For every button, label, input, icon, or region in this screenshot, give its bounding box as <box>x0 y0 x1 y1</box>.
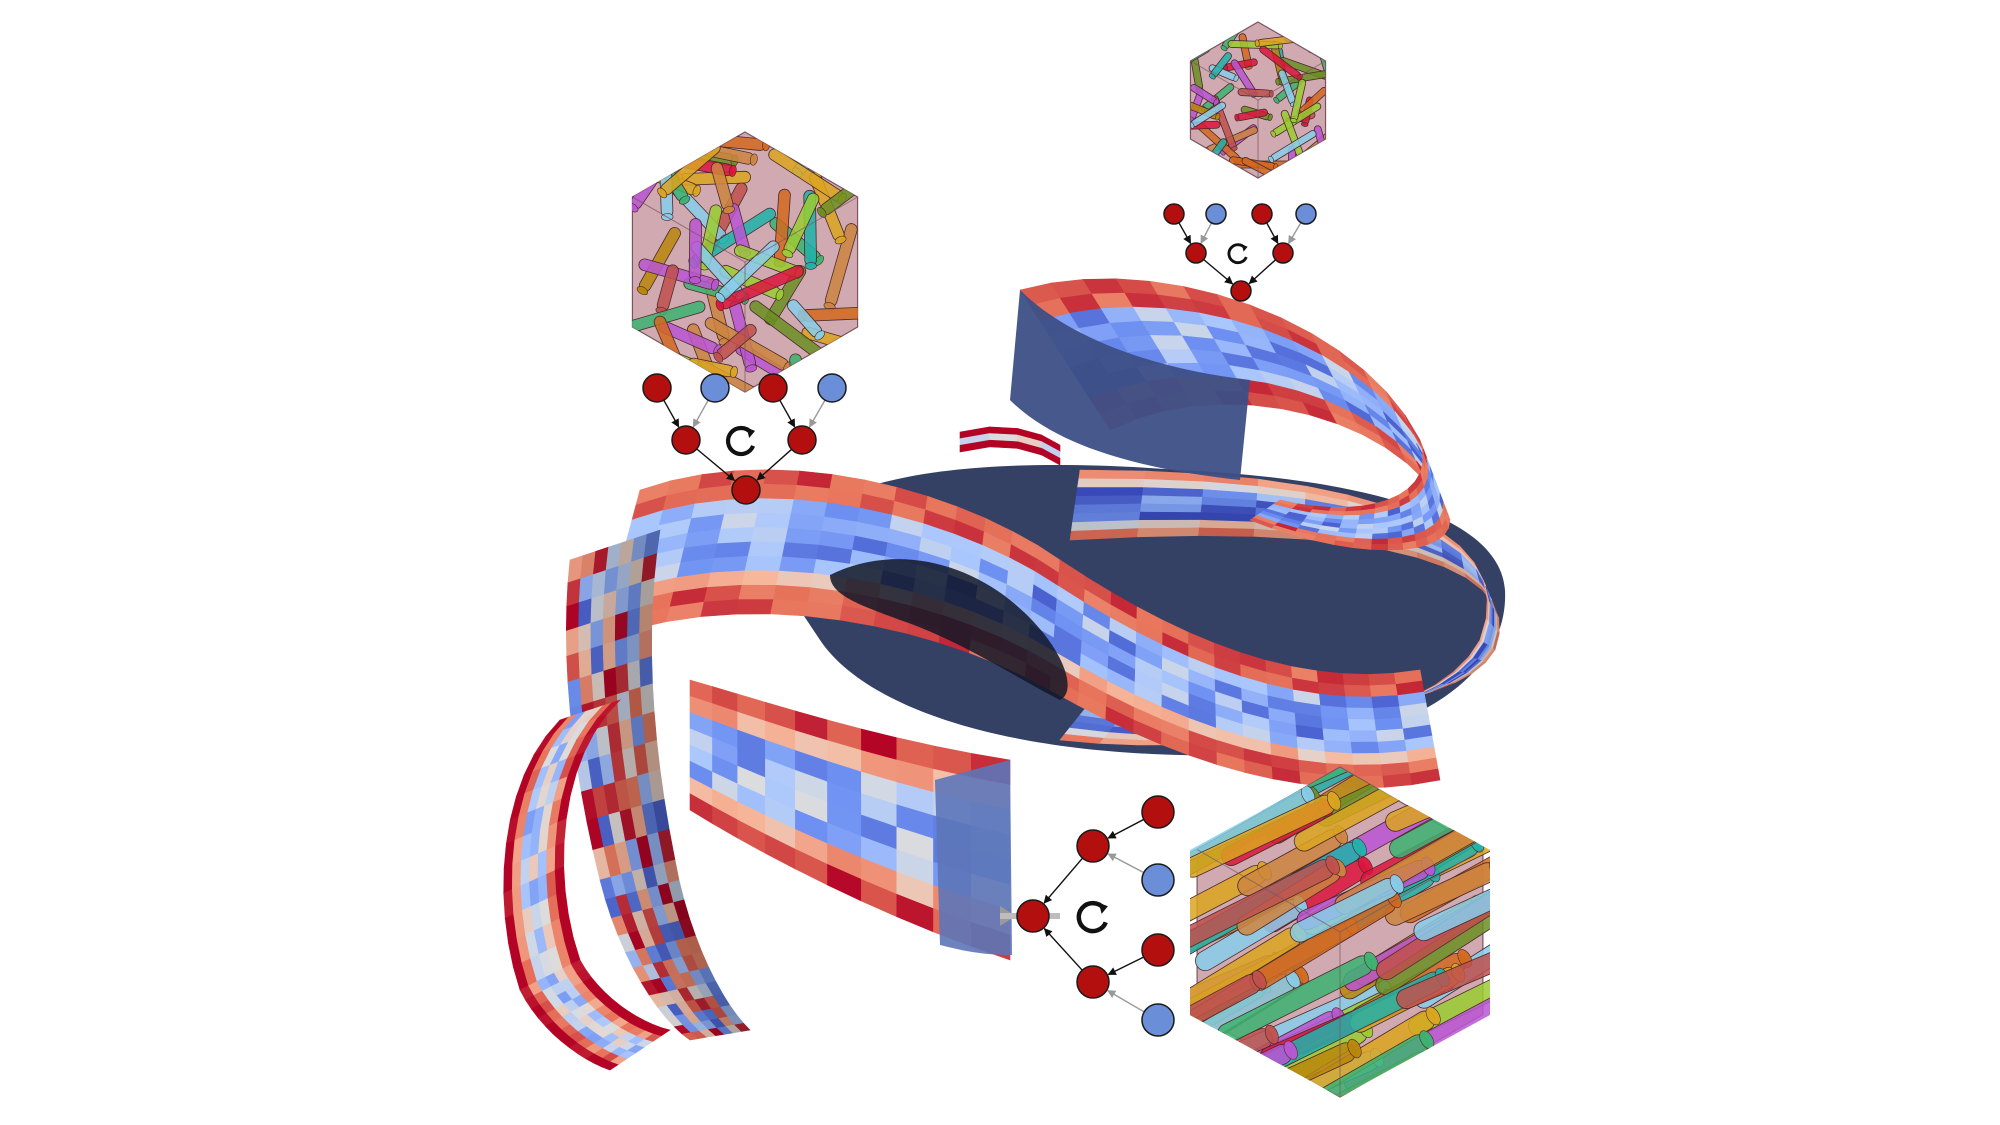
fiber-cylinder <box>1234 108 1268 122</box>
fiber-cylinder <box>787 299 825 341</box>
graph-edge <box>1107 853 1145 874</box>
graph-node-icon <box>817 373 847 403</box>
fiber-cylinder <box>1191 101 1227 129</box>
graph-edge <box>1287 222 1302 245</box>
graph-node-icon <box>1272 242 1294 264</box>
graph-edge <box>1107 818 1145 839</box>
graph-edge <box>696 448 736 481</box>
graph-network-top-right <box>1163 203 1317 302</box>
fiber-cylinder <box>1384 858 1490 926</box>
upper-arm-wall <box>1010 290 1250 480</box>
tongue <box>959 426 1061 466</box>
graph-node-icon <box>642 373 672 403</box>
graph-edge <box>1106 989 1145 1013</box>
graph-node-icon <box>787 425 817 455</box>
fiber-cylinder <box>688 218 702 284</box>
fiber-cylinder <box>823 223 858 311</box>
left-wall <box>565 529 751 1041</box>
fiber-cylinder <box>1268 130 1317 163</box>
graph-network-bottom-right <box>1000 795 1175 1037</box>
fiber-cylinder <box>1396 945 1490 1010</box>
graph-node-icon <box>1163 203 1185 225</box>
fiber-cylinder <box>1190 855 1340 966</box>
fiber-cylinder <box>1190 970 1267 1046</box>
graph-edge <box>1043 857 1084 904</box>
fiber-cylinder <box>1237 88 1274 98</box>
graph-edge <box>1178 222 1192 245</box>
fiber-cylinder <box>713 323 757 363</box>
left-tail <box>503 699 671 1071</box>
graph-node-icon <box>1141 933 1175 967</box>
fiber-cylinder <box>1413 871 1490 942</box>
graph-edge <box>1200 222 1213 244</box>
graph-node-icon <box>1141 1003 1175 1037</box>
fiber-cylinder <box>632 374 687 392</box>
graph-node-icon <box>731 475 761 505</box>
fiber-cylinder <box>1302 153 1325 178</box>
graph-node-icon <box>671 425 701 455</box>
fiber-cylinder <box>636 227 681 296</box>
graph-edge <box>692 399 709 428</box>
graph-node-icon <box>1295 203 1317 225</box>
graph-edge <box>1107 956 1144 976</box>
fiber-cylinder <box>1289 78 1307 123</box>
graph-edge <box>756 448 793 481</box>
front-fold-face <box>935 760 1012 955</box>
fiber-cylinder <box>1208 52 1232 80</box>
graph-network-left <box>642 373 847 505</box>
graph-edge <box>1266 222 1279 245</box>
graph-edge <box>1043 927 1083 971</box>
fiber-cylinders <box>1190 768 1490 1097</box>
graph-edge <box>663 399 680 428</box>
graph-edge <box>808 399 826 428</box>
graph-node-icon <box>1251 203 1273 225</box>
fiber-cylinder <box>1190 1024 1279 1093</box>
graph-node-icon <box>1205 203 1227 225</box>
graph-node-icon <box>1016 899 1050 933</box>
graph-node-icon <box>1076 965 1110 999</box>
deformed-shell-surface <box>503 278 1506 1071</box>
microstructure-cube-top-right <box>1189 21 1327 179</box>
fiber-cylinder <box>789 353 805 392</box>
fiber-cylinder <box>1190 1040 1298 1097</box>
fiber-cylinder <box>687 357 738 379</box>
graph-node-icon <box>700 373 730 403</box>
graph-node-icon <box>1230 280 1252 302</box>
fiber-cylinder <box>1217 951 1379 1044</box>
fiber-cylinder <box>1190 791 1342 878</box>
graph-node-icon <box>1141 795 1175 829</box>
fiber-cylinder <box>1289 874 1405 943</box>
rotation-arrow-icon <box>725 425 756 457</box>
graph-node-icon <box>758 373 788 403</box>
microstructure-cube-left <box>631 131 859 393</box>
rotation-arrow-icon <box>1076 900 1108 934</box>
fiber-cylinder <box>1191 83 1220 106</box>
graph-node-icon <box>1185 242 1207 264</box>
graph-node-icon <box>1141 863 1175 897</box>
rotation-arrow-icon <box>1227 243 1248 265</box>
fiber-cylinder <box>1287 145 1297 178</box>
microstructure-cube-bottom-right <box>1190 766 1490 1098</box>
inner-crevice <box>830 559 1068 700</box>
microstructure-cubes <box>631 21 1490 1098</box>
graph-node-icon <box>1076 829 1110 863</box>
graph-edge <box>779 399 796 428</box>
fiber-cylinder <box>710 162 735 214</box>
graph-edge <box>1248 259 1277 285</box>
graph-networks <box>642 203 1317 1037</box>
graph-edge <box>1203 258 1234 285</box>
